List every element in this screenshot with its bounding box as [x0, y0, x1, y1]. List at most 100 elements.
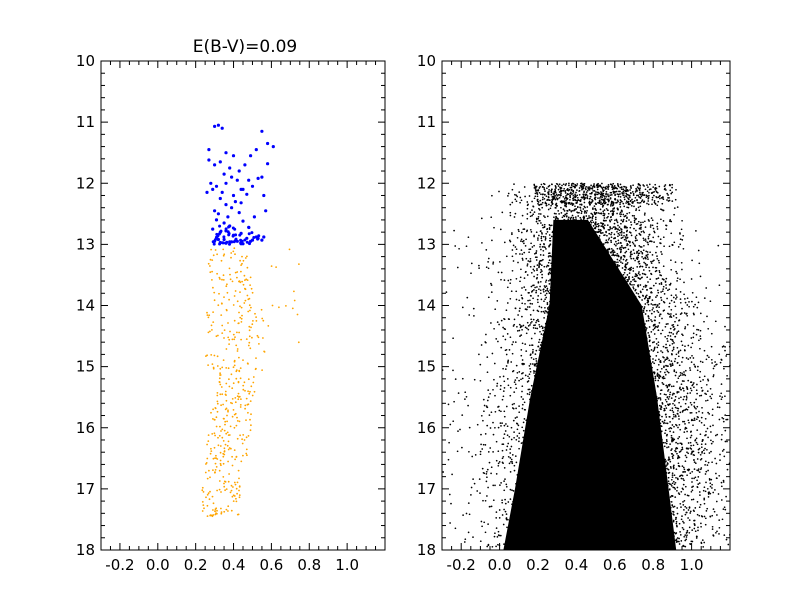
black-star-point — [649, 513, 651, 515]
black-star-point — [581, 222, 583, 224]
black-star-point — [568, 318, 571, 321]
black-star-point — [669, 545, 671, 547]
black-star-point — [571, 434, 574, 437]
black-star-point — [669, 393, 671, 396]
black-star-point — [595, 537, 598, 539]
black-star-point — [616, 221, 619, 224]
black-star-point — [517, 506, 519, 509]
black-star-point — [605, 463, 607, 466]
orange-star-point — [212, 469, 214, 471]
black-star-point — [605, 219, 607, 222]
orange-star-point — [225, 348, 228, 350]
black-star-point — [582, 443, 584, 445]
orange-star-point — [214, 249, 217, 251]
black-star-point — [563, 302, 566, 305]
black-star-point — [540, 235, 543, 238]
black-star-point — [603, 300, 605, 302]
black-star-point — [582, 431, 585, 434]
black-star-point — [602, 410, 605, 413]
black-star-point — [563, 222, 566, 225]
black-star-point — [618, 485, 621, 488]
black-star-point — [548, 189, 550, 191]
blue-star-point — [213, 163, 217, 167]
black-star-point — [591, 425, 594, 428]
black-star-point — [584, 434, 587, 437]
orange-star-point — [255, 357, 257, 359]
black-star-point — [561, 413, 563, 416]
black-star-point — [632, 344, 635, 347]
black-star-point — [522, 457, 524, 459]
black-star-point — [603, 417, 606, 419]
black-star-point — [607, 476, 610, 479]
orange-star-point — [248, 329, 251, 332]
orange-star-point — [222, 417, 225, 420]
black-star-point — [544, 239, 547, 241]
black-star-point — [601, 447, 603, 450]
orange-star-point — [240, 398, 242, 400]
black-star-point — [600, 495, 603, 498]
orange-star-point — [228, 473, 231, 475]
black-star-point — [602, 518, 605, 520]
black-star-point — [612, 263, 615, 266]
black-star-point — [623, 537, 626, 540]
black-star-point — [592, 472, 595, 475]
black-star-point — [698, 506, 701, 509]
black-star-point — [618, 440, 621, 442]
black-star-point — [666, 446, 668, 449]
orange-star-point — [207, 434, 210, 436]
black-star-point — [570, 429, 573, 432]
black-star-point — [549, 449, 552, 452]
black-star-point — [657, 513, 660, 516]
black-star-point — [599, 504, 602, 507]
black-star-point — [486, 476, 488, 479]
black-star-point — [663, 293, 666, 295]
orange-star-point — [235, 487, 238, 490]
black-star-point — [686, 437, 688, 440]
orange-star-point — [245, 397, 248, 400]
orange-star-point — [240, 306, 243, 309]
black-star-point — [662, 285, 665, 288]
black-star-point — [710, 442, 713, 445]
black-star-point — [673, 370, 676, 373]
black-star-point — [613, 400, 616, 403]
black-star-point — [606, 524, 609, 526]
black-star-point — [557, 374, 560, 377]
black-star-point — [533, 523, 535, 525]
black-star-point — [598, 334, 601, 337]
black-star-point — [624, 337, 627, 340]
black-star-point — [592, 208, 594, 210]
black-star-point — [660, 405, 663, 408]
black-star-point — [599, 445, 602, 448]
blue-star-point — [260, 238, 264, 242]
black-star-point — [559, 542, 561, 545]
black-star-point — [675, 423, 677, 426]
orange-star-point — [214, 462, 217, 465]
black-star-point — [637, 254, 640, 257]
black-star-point — [631, 509, 634, 511]
black-star-point — [613, 525, 616, 528]
black-star-point — [642, 506, 644, 508]
black-star-point — [514, 383, 517, 386]
orange-star-point — [247, 344, 250, 347]
black-star-point — [631, 276, 634, 279]
black-star-point — [631, 542, 634, 544]
black-star-point — [631, 314, 634, 317]
black-star-point — [680, 312, 683, 314]
black-star-point — [608, 300, 611, 302]
orange-star-point — [238, 477, 240, 480]
black-star-point — [673, 425, 675, 428]
orange-star-point — [218, 434, 221, 437]
orange-star-point — [225, 285, 228, 288]
black-star-point — [673, 213, 675, 216]
orange-star-point — [251, 336, 253, 339]
black-star-point — [657, 495, 659, 498]
orange-star-point — [216, 253, 219, 256]
black-star-point — [570, 459, 572, 462]
blue-star-point — [213, 238, 217, 242]
black-star-point — [584, 521, 587, 524]
black-star-point — [665, 465, 667, 467]
black-star-point — [628, 219, 630, 221]
black-star-point — [598, 344, 601, 347]
black-star-point — [578, 533, 581, 535]
orange-star-point — [220, 259, 223, 262]
